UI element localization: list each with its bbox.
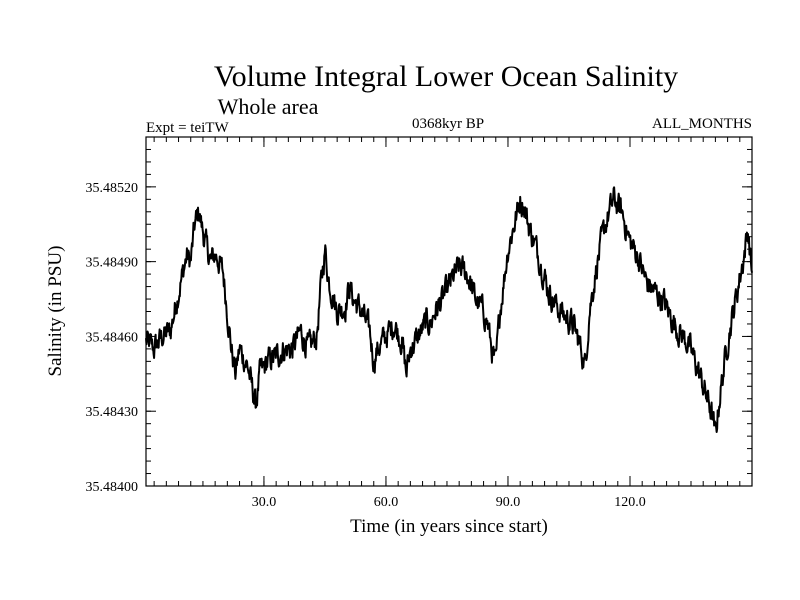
months-label: ALL_MONTHS <box>652 116 752 132</box>
plot-frame <box>145 136 753 487</box>
chart-subtitle: Whole area <box>218 94 319 119</box>
y-tick-label: 35.48520 <box>86 181 139 196</box>
experiment-label: Expt = teiTW <box>146 120 229 136</box>
y-axis-label: Salinity (in PSU) <box>45 246 66 377</box>
x-tick-label: 120.0 <box>614 495 646 510</box>
tick-labels: 30.0 60.0 90.0 120.0 35.48400 35.48430 35.4846… <box>86 181 646 510</box>
x-tick-label: 60.0 <box>374 495 399 510</box>
chart-title: Volume Integral Lower Ocean Salinity <box>214 60 678 93</box>
y-tick-label: 35.48430 <box>86 405 139 420</box>
x-tick-label: 30.0 <box>252 495 277 510</box>
y-tick-label: 35.48490 <box>86 256 139 271</box>
x-tick-label: 90.0 <box>496 495 521 510</box>
salinity-series-line <box>145 186 753 433</box>
period-label: 0368kyr BP <box>412 116 484 132</box>
y-tick-label: 35.48460 <box>86 330 139 345</box>
y-tick-label: 35.48400 <box>86 480 139 495</box>
x-axis-label: Time (in years since start) <box>350 516 548 537</box>
axis-ticks <box>146 137 753 487</box>
